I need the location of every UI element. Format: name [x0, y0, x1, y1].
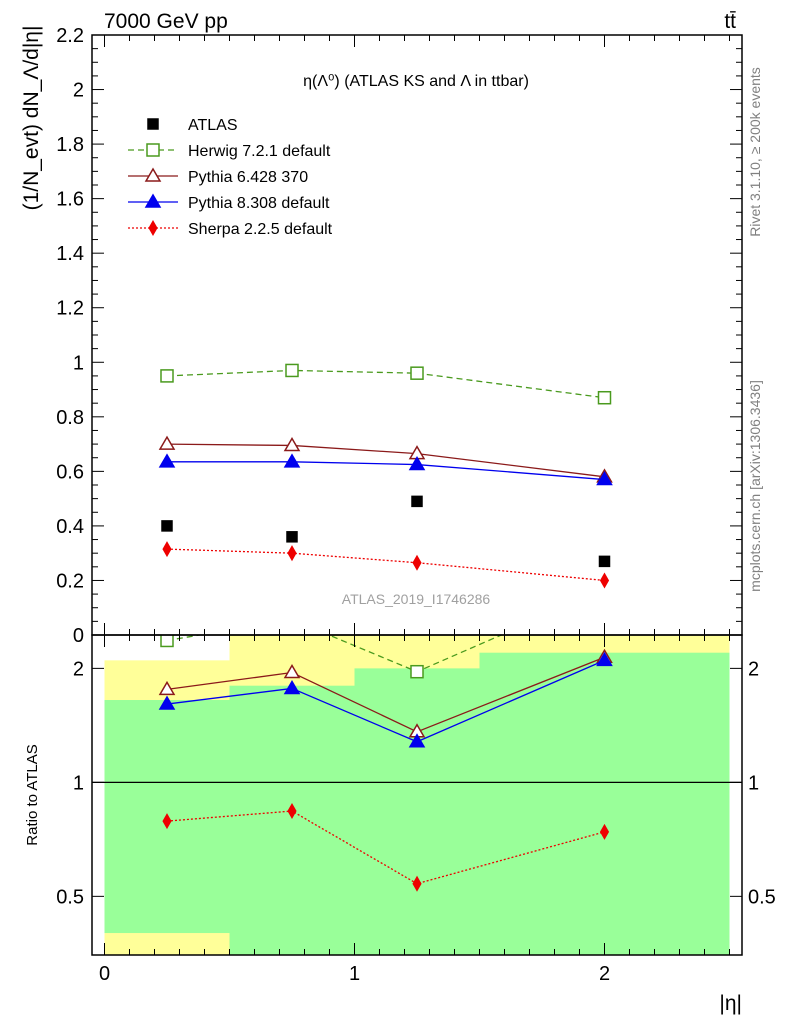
main-y-tick-label: 1 — [73, 352, 84, 374]
process-label: tt̄ — [724, 10, 736, 33]
series-line-herwig-7-2-1-default — [166, 369, 605, 399]
data-point-sherpa-2-2-5-default — [412, 554, 422, 571]
ratio-point-sherpa-2-2-5-default — [287, 803, 297, 820]
main-y-tick-label: 0.8 — [56, 407, 84, 429]
ratio-point-pythia-8-308-default — [158, 695, 176, 710]
legend-label-sherpa-2-2-5-default: Sherpa 2.2.5 default — [188, 221, 333, 238]
ratio-point-pythia-6-428-370 — [283, 664, 301, 679]
ratio-line-sherpa-2-2-5-default — [166, 810, 605, 885]
data-point-pythia-8-308-default — [283, 453, 301, 468]
ratio-point-pythia-6-428-370 — [158, 680, 176, 696]
data-point-sherpa-2-2-5-default — [162, 541, 172, 558]
data-point-atlas — [598, 555, 611, 568]
data-point-pythia-8-308-default — [158, 453, 176, 468]
series-sherpa-2-2-5-default — [162, 541, 610, 589]
ratio-series-sherpa-2-2-5-default — [162, 803, 610, 892]
mcplots-reference-label: mcplots.cern.ch [arXiv:1306.3436] — [747, 380, 763, 592]
main-y-tick-label: 1.8 — [56, 134, 84, 156]
x-tick-label: 2 — [599, 963, 610, 985]
main-series-layer — [158, 363, 613, 589]
data-point-atlas — [161, 520, 173, 532]
ratio-point-sherpa-2-2-5-default — [599, 823, 610, 840]
plot-title: η(Λ⁰) (ATLAS KS and Λ in ttbar) — [303, 73, 529, 90]
legend-label-herwig-7-2-1-default: Herwig 7.2.1 default — [188, 143, 331, 160]
data-point-pythia-6-428-370 — [158, 435, 176, 450]
main-y-tick-label: 0.4 — [56, 516, 84, 538]
legend-label-pythia-6-428-370: Pythia 6.428 370 — [188, 169, 308, 186]
data-point-atlas — [286, 531, 298, 543]
main-y-tick-label: 0.2 — [56, 570, 84, 592]
legend-marker-pythia-6-428-370 — [144, 167, 162, 182]
ratio-y-tick-label-right: 2 — [748, 658, 759, 680]
series-pythia-8-308-default — [158, 453, 613, 486]
data-point-sherpa-2-2-5-default — [287, 545, 297, 562]
legend-entry-pythia-6-428-370: Pythia 6.428 370 — [128, 167, 308, 186]
ratio-point-herwig-7-2-1-default — [410, 664, 424, 679]
ratio-y-tick-label: 0.5 — [56, 886, 84, 908]
green-band-2 — [354, 668, 480, 955]
ratio-point-sherpa-2-2-5-default — [162, 813, 172, 830]
data-point-herwig-7-2-1-default — [160, 369, 174, 383]
main-y-axis-label: (1/N_evt) dN_Λ/d|η| — [20, 26, 43, 211]
legend-label-pythia-8-308-default: Pythia 8.308 default — [188, 195, 330, 212]
main-y-tick-label: 1.6 — [56, 189, 84, 211]
ratio-y-tick-label: 1 — [73, 772, 84, 794]
ratio-y-tick-label-right: 1 — [748, 772, 759, 794]
ratio-y-axis-label: Ratio to ATLAS — [24, 744, 41, 845]
x-axis-label: |η| — [719, 992, 742, 1015]
legend-marker-atlas — [147, 118, 159, 130]
main-y-tick-label: 1.2 — [56, 298, 84, 320]
series-atlas — [161, 495, 611, 568]
main-y-tick-label: 2.2 — [56, 25, 84, 47]
legend-marker-sherpa-2-2-5-default — [148, 219, 158, 237]
rivet-version-label: Rivet 3.1.10, ≥ 200k events — [747, 67, 763, 237]
series-line-pythia-8-308-default — [167, 461, 605, 481]
ratio-point-herwig-7-2-1-default — [160, 635, 174, 648]
data-point-pythia-6-428-370 — [283, 436, 301, 452]
ratio-uncertainty-bands — [92, 635, 742, 955]
legend-entry-pythia-8-308-default: Pythia 8.308 default — [128, 193, 330, 212]
green-band-1 — [229, 685, 355, 955]
ratio-point-pythia-8-308-default — [408, 733, 426, 748]
series-line-sherpa-2-2-5-default — [166, 548, 605, 582]
ratio-series-pythia-8-308-default — [158, 651, 613, 748]
main-y-tick-label: 2 — [73, 80, 84, 102]
ratio-line-pythia-8-308-default — [166, 659, 605, 743]
data-point-herwig-7-2-1-default — [410, 366, 424, 380]
ratio-point-sherpa-2-2-5-default — [412, 875, 422, 892]
legend-entry-atlas: ATLAS — [147, 117, 238, 134]
data-point-pythia-8-308-default — [408, 456, 426, 471]
main-y-tick-label: 0.6 — [56, 461, 84, 483]
data-point-herwig-7-2-1-default — [597, 390, 612, 405]
green-band-3 — [479, 652, 730, 955]
data-point-pythia-8-308-default — [596, 471, 613, 486]
legend-entry-herwig-7-2-1-default: Herwig 7.2.1 default — [128, 143, 331, 160]
x-tick-label: 1 — [349, 963, 360, 985]
main-y-tick-label: 0 — [73, 625, 84, 647]
ratio-line-pythia-6-428-370 — [166, 656, 605, 733]
energy-label: 7000 GeV pp — [104, 10, 228, 33]
series-line-pythia-6-428-370 — [166, 443, 605, 478]
series-herwig-7-2-1-default — [160, 363, 612, 405]
analysis-watermark: ATLAS_2019_I1746286 — [342, 591, 491, 607]
legend-marker-herwig-7-2-1-default — [146, 143, 160, 157]
ratio-point-pythia-8-308-default — [596, 651, 613, 667]
legend-label-atlas: ATLAS — [188, 117, 238, 134]
legend-marker-pythia-8-308-default — [144, 193, 162, 208]
x-tick-label: 0 — [99, 963, 110, 985]
ratio-point-pythia-8-308-default — [283, 679, 301, 695]
data-point-herwig-7-2-1-default — [285, 363, 299, 378]
ratio-y-tick-label: 2 — [73, 658, 84, 680]
ratio-frame — [91, 634, 743, 956]
ratio-y-tick-label-right: 0.5 — [748, 886, 776, 908]
axes-layer: 0 0.2 0.4 0.6 0.8 1 1.2 1.4 1.6 1.8 2 2.2 0.5 0.5 1 1 2 2… — [56, 25, 776, 985]
main-y-tick-label: 1.4 — [56, 243, 84, 265]
legend-entry-sherpa-2-2-5-default: Sherpa 2.2.5 default — [128, 219, 333, 238]
legend: ATLAS Herwig 7.2.1 default Pythia 6.428 37… — [128, 117, 333, 238]
ratio-point-herwig-7-2-1-default — [286, 614, 298, 626]
data-point-atlas — [411, 495, 423, 508]
data-point-sherpa-2-2-5-default — [599, 572, 610, 589]
